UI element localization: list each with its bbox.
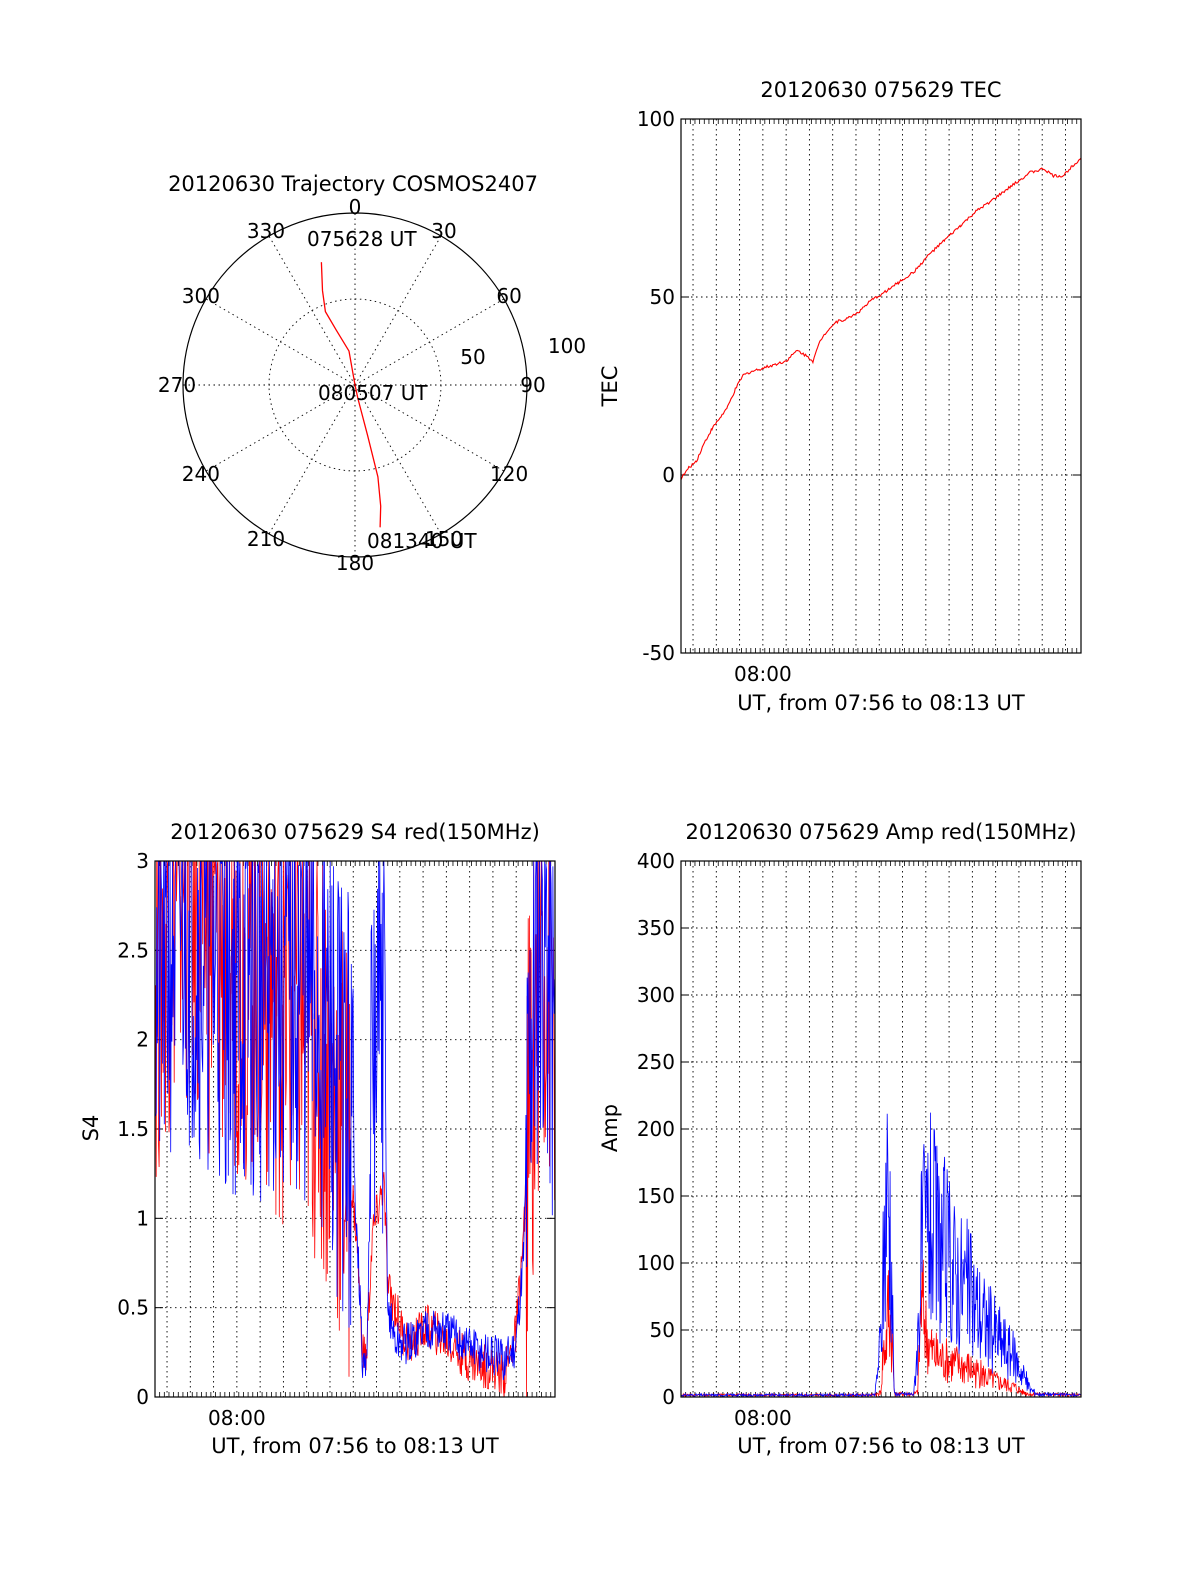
tec-ytick-label: -50 (642, 641, 675, 665)
polar-spoke-30 (354, 235, 442, 386)
s4-ytick-label: 1 (136, 1206, 149, 1230)
polar-annotation-mid: 080507 UT (318, 381, 428, 405)
tec-series-red (680, 157, 1082, 481)
tec-title: 20120630 075629 TEC (760, 78, 1001, 102)
s4-panel: 20120630 075629 S4 red(150MHz) S4 UT, fr… (79, 820, 556, 1458)
amp-panel: 20120630 075629 Amp red(150MHz) Amp UT, … (598, 820, 1082, 1458)
amp-ytick-label: 400 (637, 849, 675, 873)
s4-ytick-label: 1.5 (117, 1117, 149, 1141)
s4-ylabel: S4 (79, 1115, 103, 1142)
polar-azimuth-label-300: 300 (182, 284, 220, 308)
tec-ylabel: TEC (598, 366, 622, 408)
amp-ytick-label: 350 (637, 916, 675, 940)
s4-xtick-label: 08:00 (208, 1406, 266, 1430)
s4-series-red (154, 860, 556, 1398)
polar-spoke-150 (354, 384, 442, 535)
polar-spokes (183, 213, 527, 557)
polar-title: 20120630 Trajectory COSMOS2407 (168, 172, 538, 196)
s4-ytick-label: 0.5 (117, 1296, 149, 1320)
polar-annotation-start: 075628 UT (307, 227, 417, 251)
amp-ytick-label: 250 (637, 1050, 675, 1074)
s4-xlabel: UT, from 07:56 to 08:13 UT (211, 1434, 499, 1458)
polar-azimuth-label-90: 90 (520, 373, 545, 397)
polar-trajectory-line (320, 262, 382, 528)
amp-ytick-label: 150 (637, 1184, 675, 1208)
amp-series-blue (680, 1112, 1082, 1398)
polar-azimuth-label-240: 240 (182, 462, 220, 486)
polar-azimuth-label-30: 30 (431, 219, 456, 243)
polar-azimuth-label-120: 120 (490, 462, 528, 486)
amp-xlabel: UT, from 07:56 to 08:13 UT (737, 1434, 1025, 1458)
tec-xtick-label: 08:00 (734, 662, 792, 686)
tec-ytick-label: 100 (637, 107, 675, 131)
polar-azimuth-label-330: 330 (247, 219, 285, 243)
amp-ytick-label: 0 (662, 1385, 675, 1409)
polar-azimuth-label-150: 150 (425, 527, 463, 551)
amp-ylabel: Amp (598, 1104, 622, 1152)
amp-xtick-label: 08:00 (734, 1406, 792, 1430)
amp-title: 20120630 075629 Amp red(150MHz) (685, 820, 1076, 844)
amp-plot-frame (680, 860, 1082, 1398)
s4-series-blue (154, 860, 556, 1381)
polar-spoke-240 (205, 384, 356, 472)
polar-azimuth-labels: 0 30 60 90 120 150 180 210 240 270 300 330 (158, 195, 546, 575)
tec-ytick-label: 0 (662, 463, 675, 487)
polar-azimuth-label-60: 60 (496, 284, 521, 308)
polar-azimuth-label-180: 180 (336, 551, 374, 575)
tec-plot-frame (680, 118, 1082, 654)
tec-xlabel: UT, from 07:56 to 08:13 UT (737, 691, 1025, 715)
polar-annotation-end: 081340 UT (367, 529, 477, 553)
polar-azimuth-label-210: 210 (247, 527, 285, 551)
amp-ytick-label: 300 (637, 983, 675, 1007)
polar-spoke-330 (268, 235, 356, 386)
polar-spoke-210 (268, 384, 356, 535)
polar-spoke-300 (205, 298, 356, 386)
polar-spoke-60 (354, 298, 505, 386)
polar-trajectory-plot: 20120630 Trajectory COSMOS2407 0 30 60 90 12… (158, 172, 586, 575)
s4-plot-frame (154, 860, 556, 1398)
amp-ytick-label: 50 (650, 1318, 675, 1342)
polar-azimuth-label-0: 0 (349, 195, 362, 219)
s4-ytick-label: 3 (136, 849, 149, 873)
s4-title: 20120630 075629 S4 red(150MHz) (170, 820, 540, 844)
polar-spoke-120 (354, 384, 505, 472)
polar-radial-label-50: 50 (460, 345, 485, 369)
s4-ytick-label: 0 (136, 1385, 149, 1409)
polar-radial-label-100: 100 (548, 334, 586, 358)
tec-panel: 20120630 075629 TEC TEC UT, from 07:56 t… (598, 78, 1082, 715)
s4-ytick-label: 2 (136, 1028, 149, 1052)
tec-ytick-label: 50 (650, 285, 675, 309)
polar-azimuth-label-270: 270 (158, 373, 196, 397)
amp-ytick-label: 100 (637, 1251, 675, 1275)
amp-ytick-label: 200 (637, 1117, 675, 1141)
s4-ytick-label: 2.5 (117, 938, 149, 962)
polar-outer-circle (182, 212, 528, 558)
